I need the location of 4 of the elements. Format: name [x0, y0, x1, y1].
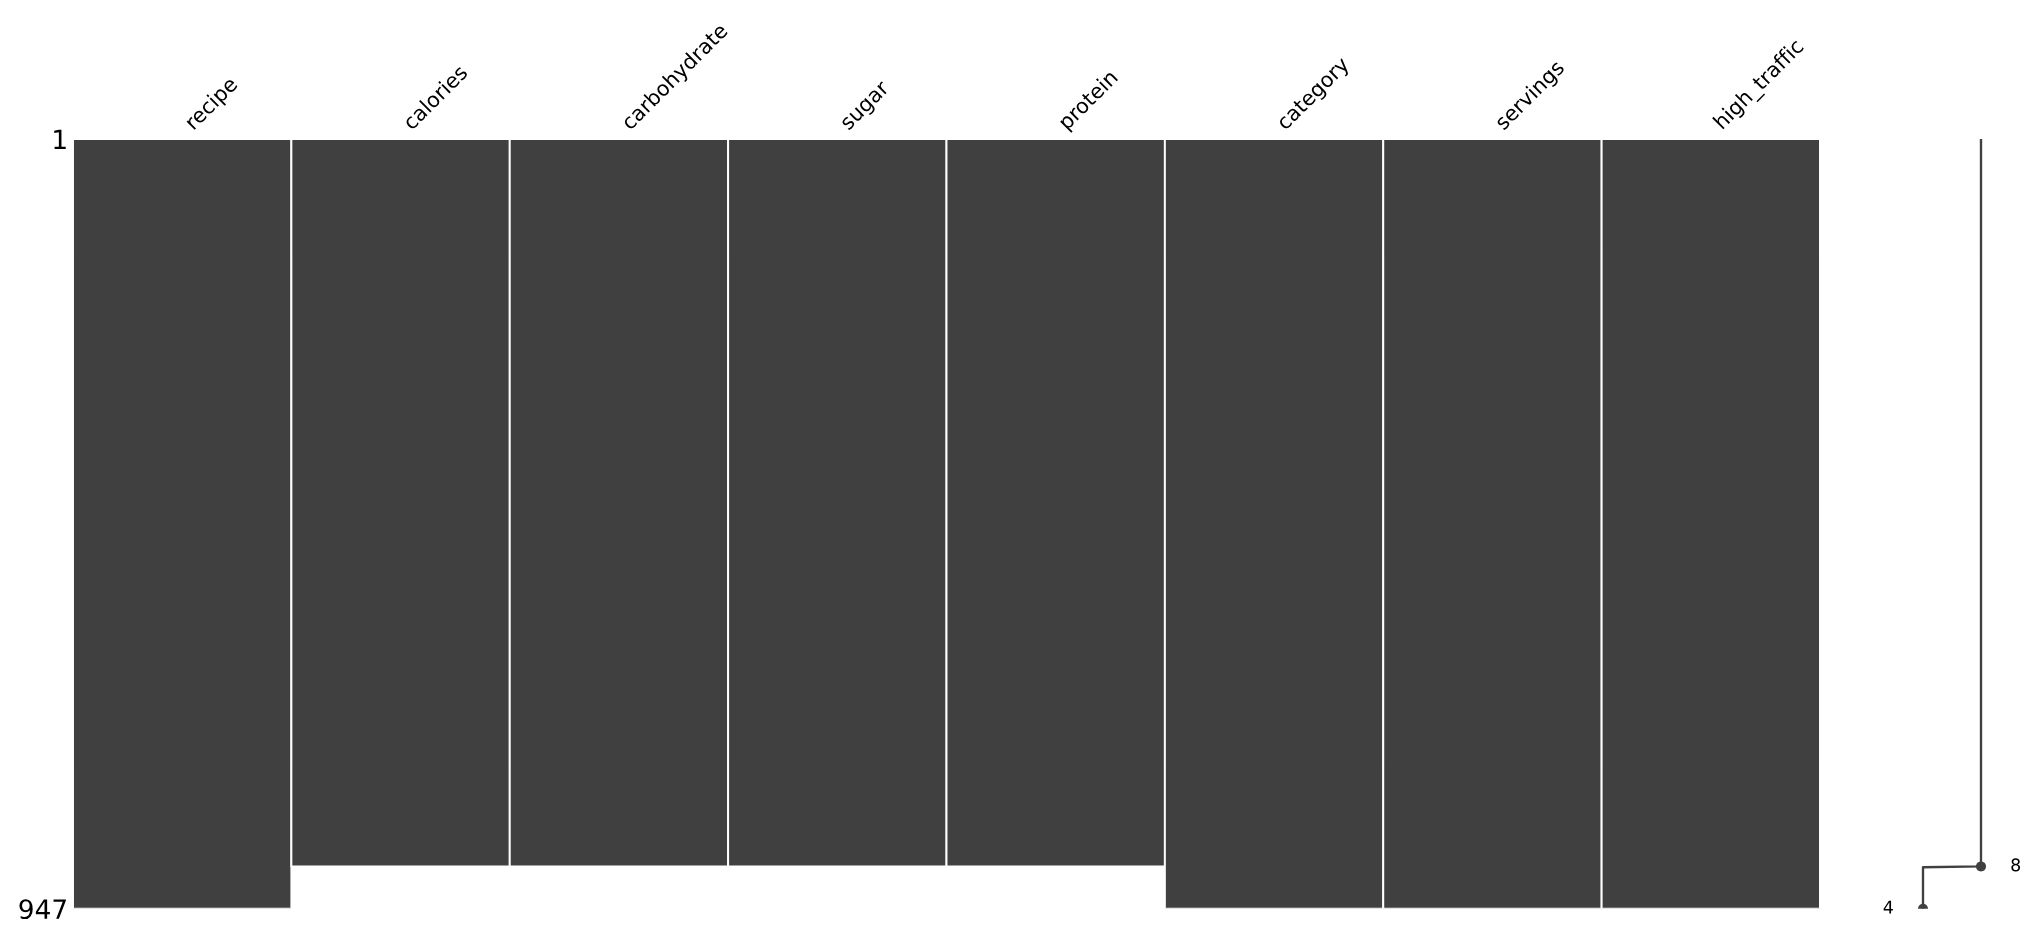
data-label: 4: [1883, 900, 1893, 914]
y-tick-label: 947: [19, 899, 66, 920]
data-label: 8: [2011, 858, 2021, 872]
y-tick-label: 1: [54, 129, 66, 150]
